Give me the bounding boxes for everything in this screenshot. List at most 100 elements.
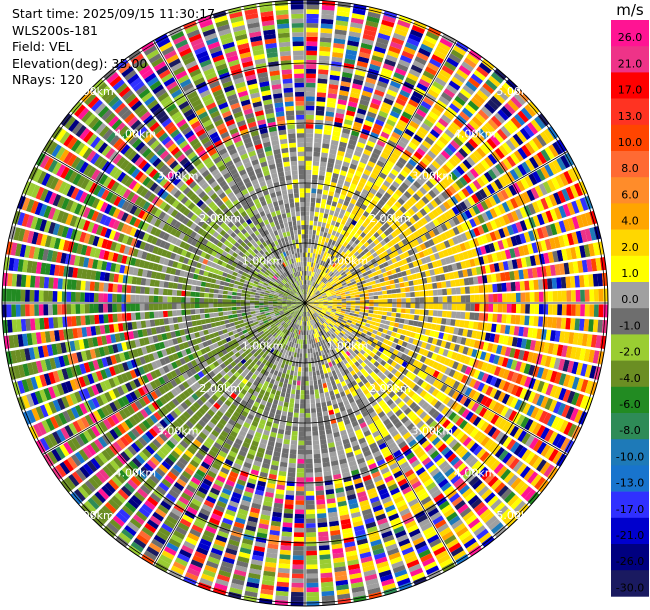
- velocity-gate: [306, 527, 316, 533]
- velocity-gate: [408, 216, 416, 225]
- velocity-gate: [318, 297, 323, 300]
- velocity-gate: [393, 164, 402, 173]
- velocity-gate: [420, 226, 428, 234]
- velocity-gate: [498, 216, 507, 227]
- velocity-gate: [570, 247, 577, 260]
- velocity-gate: [504, 346, 512, 357]
- velocity-gate: [382, 147, 392, 156]
- velocity-gate: [464, 338, 471, 347]
- velocity-gate: [368, 106, 379, 115]
- velocity-gate: [506, 225, 515, 236]
- velocity-gate: [314, 467, 322, 473]
- velocity-gate: [301, 330, 304, 336]
- velocity-gate: [408, 320, 414, 326]
- velocity-gate: [397, 119, 408, 128]
- velocity-gate: [423, 241, 431, 249]
- velocity-gate: [428, 211, 436, 220]
- velocity-gate: [308, 371, 313, 377]
- velocity-gate: [318, 259, 322, 265]
- velocity-gate: [576, 214, 584, 228]
- velocity-gate: [401, 360, 409, 368]
- velocity-gate: [469, 168, 479, 179]
- velocity-gate: [441, 318, 447, 325]
- velocity-gate: [432, 282, 438, 289]
- velocity-gate: [534, 291, 540, 302]
- velocity-gate: [327, 297, 333, 300]
- velocity-gate: [488, 196, 497, 207]
- velocity-gate: [363, 29, 377, 37]
- velocity-gate: [309, 304, 314, 306]
- velocity-gate: [321, 5, 335, 11]
- velocity-gate: [300, 394, 305, 400]
- velocity-gate: [309, 303, 315, 305]
- velocity-gate: [375, 203, 383, 210]
- velocity-gate: [341, 294, 346, 298]
- velocity-gate: [317, 73, 328, 80]
- velocity-gate: [305, 188, 311, 193]
- velocity-gate: [396, 351, 403, 358]
- velocity-gate: [299, 353, 303, 358]
- velocity-gate: [410, 297, 416, 303]
- velocity-gate: [479, 86, 492, 98]
- velocity-gate: [351, 280, 357, 285]
- velocity-gate: [354, 308, 360, 312]
- velocity-gate: [548, 291, 553, 302]
- velocity-gate: [365, 20, 379, 28]
- velocity-gate: [401, 298, 406, 303]
- velocity-gate: [515, 386, 524, 398]
- velocity-gate: [525, 434, 535, 447]
- velocity-gate: [305, 302, 310, 303]
- velocity-gate: [527, 243, 534, 255]
- velocity-gate: [396, 272, 403, 278]
- velocity-gate: [500, 125, 512, 138]
- velocity-gate: [317, 294, 322, 298]
- velocity-gate: [316, 374, 321, 380]
- velocity-gate: [345, 221, 351, 228]
- velocity-gate: [378, 337, 385, 343]
- velocity-gate: [305, 445, 312, 450]
- velocity-gate: [416, 237, 424, 245]
- velocity-gate: [357, 56, 370, 64]
- velocity-gate: [575, 230, 584, 244]
- velocity-gate: [370, 59, 382, 67]
- velocity-gate: [291, 389, 296, 395]
- velocity-gate: [463, 320, 470, 329]
- velocity-gate: [412, 90, 424, 100]
- velocity-gate: [305, 472, 314, 478]
- velocity-gate: [419, 173, 428, 183]
- velocity-gate: [426, 247, 434, 255]
- velocity-gate: [445, 160, 455, 171]
- velocity-gate: [294, 523, 304, 528]
- velocity-gate: [305, 238, 309, 244]
- velocity-gate: [426, 323, 432, 330]
- velocity-gate: [385, 54, 398, 63]
- velocity-gate: [322, 382, 328, 389]
- velocity-gate: [305, 243, 308, 248]
- velocity-gate: [538, 279, 544, 290]
- velocity-gate: [391, 106, 402, 115]
- velocity-gate: [378, 76, 390, 84]
- velocity-gate: [480, 395, 489, 406]
- velocity-gate: [345, 293, 351, 297]
- velocity-gate: [281, 410, 288, 417]
- velocity-gate: [430, 275, 437, 283]
- velocity-gate: [335, 187, 342, 194]
- velocity-gate: [316, 292, 321, 296]
- velocity-gate: [298, 426, 305, 432]
- velocity-gate: [383, 192, 392, 200]
- velocity-gate: [430, 199, 439, 208]
- velocity-gate: [376, 114, 387, 123]
- velocity-gate: [328, 88, 338, 95]
- velocity-gate: [323, 415, 330, 421]
- velocity-gate: [331, 201, 338, 207]
- velocity-gate: [393, 356, 401, 363]
- velocity-gate: [547, 343, 555, 355]
- velocity-gate: [371, 152, 380, 160]
- velocity-gate: [444, 386, 452, 395]
- velocity-gate: [461, 187, 470, 198]
- velocity-gate: [372, 184, 380, 191]
- velocity-gate: [593, 289, 599, 302]
- velocity-gate: [383, 355, 390, 362]
- velocity-gate: [519, 206, 528, 218]
- velocity-gate: [332, 262, 337, 268]
